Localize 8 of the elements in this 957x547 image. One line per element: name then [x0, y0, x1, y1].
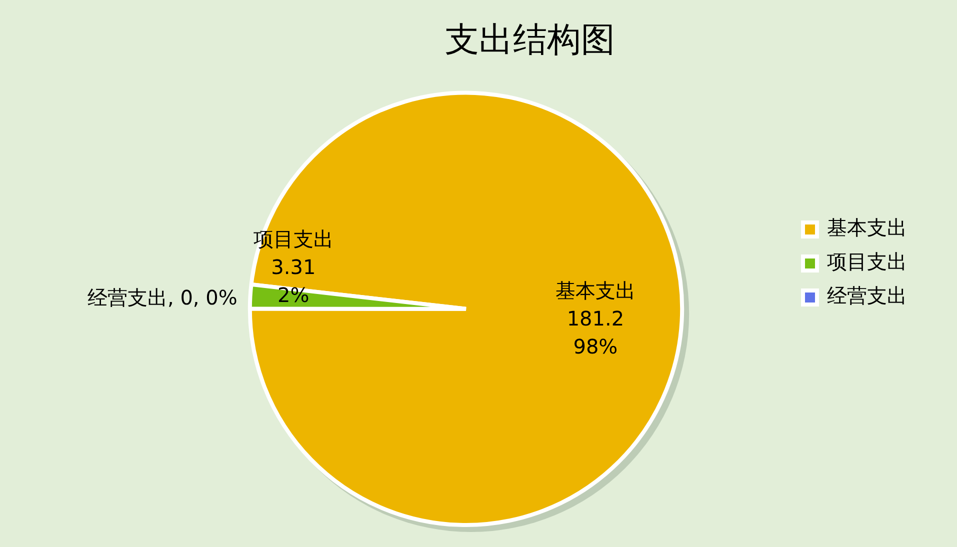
chart-title: 支出结构图: [445, 20, 615, 60]
slice-label: 基本支出: [555, 278, 636, 302]
legend-label: 项目支出: [827, 250, 907, 274]
legend-label: 基本支出: [827, 216, 907, 240]
data-label: 3.31 2%: [271, 255, 316, 308]
data-label: 181.2 98%: [566, 306, 624, 358]
legend-label: 经营支出: [827, 284, 907, 308]
category-label: 经营支出, 0, 0%: [87, 286, 238, 310]
